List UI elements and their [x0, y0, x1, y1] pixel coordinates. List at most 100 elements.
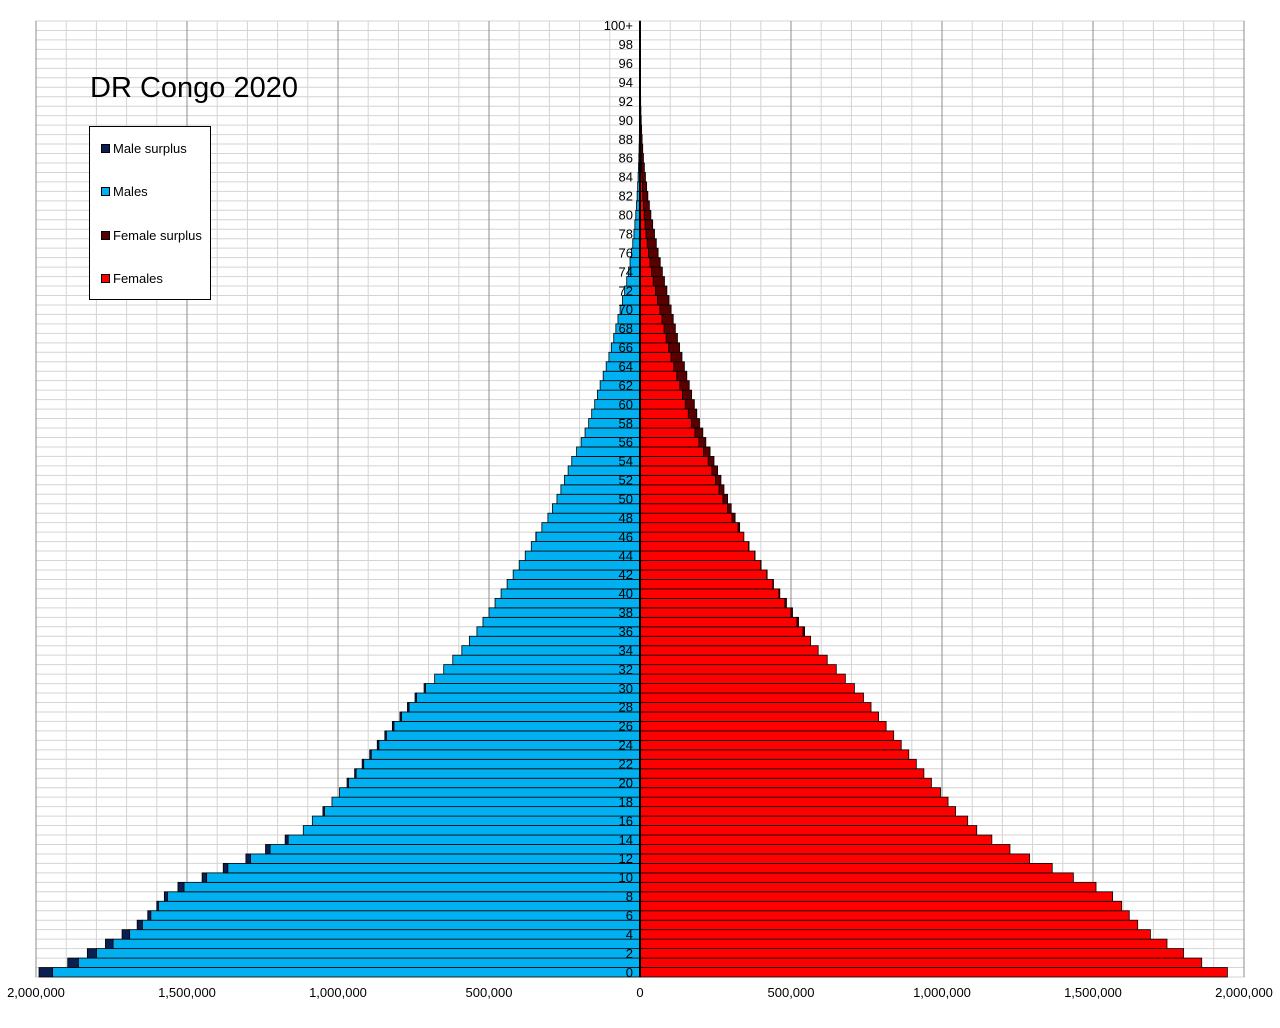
bar-male-age-9	[183, 881, 641, 893]
bar-female-age-65	[639, 351, 672, 363]
bar-male-surplus-age-26	[391, 721, 395, 732]
bar-female-age-8	[639, 891, 1114, 902]
bar-female-age-13	[639, 844, 1011, 855]
bar-male-age-15	[302, 825, 641, 836]
bar-female-age-62	[639, 380, 681, 391]
bar-female-age-70	[639, 304, 661, 315]
bar-female-surplus-age-38	[790, 607, 793, 618]
bar-female-surplus-age-40	[778, 588, 781, 599]
x-tick-label: 2,000,000	[1215, 985, 1273, 1000]
bar-female-age-46	[639, 531, 745, 542]
bar-female-surplus-age-62	[679, 380, 690, 391]
legend: Male surplus Males Female surplus Female…	[89, 126, 211, 300]
bar-female-age-31	[639, 673, 846, 684]
bar-female-age-34	[639, 645, 819, 656]
bar-male-surplus-age-7	[156, 900, 159, 912]
bar-female-age-5	[639, 919, 1139, 931]
bar-female-surplus-age-47	[737, 522, 741, 533]
age-tick-label: 78	[619, 226, 633, 241]
legend-item-male-surplus: Male surplus	[101, 141, 187, 156]
bar-female-age-14	[639, 834, 993, 845]
bar-male-age-31	[434, 673, 641, 684]
bar-female-age-24	[639, 739, 902, 751]
bar-female-age-49	[639, 503, 728, 514]
bar-male-surplus-age-30	[423, 683, 426, 694]
bar-male-age-8	[166, 891, 641, 902]
bar-female-surplus-age-75	[649, 257, 661, 268]
bar-male-surplus-age-10	[201, 872, 208, 883]
bar-female-surplus-age-51	[718, 484, 725, 495]
age-tick-label: 40	[619, 586, 633, 601]
x-tick-label: 1,000,000	[309, 985, 367, 1000]
age-tick-label: 46	[619, 529, 633, 544]
bar-female-age-44	[639, 550, 756, 561]
age-tick-label: 52	[619, 473, 633, 488]
bar-male-age-24	[378, 739, 641, 751]
bar-male-age-26	[393, 721, 641, 732]
age-tick-label: 30	[619, 681, 633, 696]
bar-female-age-22	[639, 758, 917, 770]
bar-female-age-53	[639, 465, 713, 476]
bar-female-surplus-age-66	[668, 342, 680, 353]
bar-male-age-21	[355, 768, 641, 779]
bar-male-age-14	[287, 834, 641, 845]
bar-female-age-54	[639, 456, 709, 467]
bar-female-age-11	[639, 863, 1053, 874]
bar-female-age-4	[639, 929, 1151, 940]
bar-female-age-77	[639, 238, 648, 249]
bar-male-surplus-age-6	[147, 910, 152, 921]
bar-male-surplus-age-11	[222, 863, 229, 874]
age-tick-label: 54	[619, 454, 633, 469]
bar-female-age-26	[639, 721, 887, 732]
age-tick-label: 4	[626, 927, 633, 942]
bar-male-age-19	[339, 787, 641, 798]
age-tick-label: 14	[619, 832, 633, 847]
bar-male-age-18	[331, 796, 641, 808]
bar-male-surplus-age-20	[346, 777, 349, 789]
age-tick-label: 60	[619, 397, 633, 412]
bar-male-surplus-age-5	[136, 919, 143, 931]
bar-male-age-10	[206, 872, 641, 883]
age-tick-label: 36	[619, 624, 633, 639]
bar-male-age-13	[269, 844, 641, 855]
bar-female-surplus-age-57	[694, 427, 704, 438]
bar-female-age-25	[639, 730, 895, 741]
age-tick-label: 96	[619, 56, 633, 71]
bar-female-age-27	[639, 711, 879, 722]
bar-female-age-48	[639, 512, 733, 524]
age-tick-label: 92	[619, 94, 633, 109]
bar-female-age-38	[639, 607, 792, 618]
age-tick-label: 66	[619, 340, 633, 355]
bar-male-surplus-age-8	[163, 891, 168, 902]
bar-female-surplus-age-37	[796, 616, 799, 628]
bar-male-age-35	[468, 635, 641, 647]
bar-female-age-60	[639, 399, 686, 410]
age-tick-label: 42	[619, 567, 633, 582]
bar-female-surplus-age-39	[784, 597, 787, 609]
age-tick-label: 0	[626, 965, 633, 980]
age-tick-label: 62	[619, 378, 633, 393]
bar-male-surplus-age-9	[177, 881, 185, 893]
bar-female-age-69	[639, 314, 663, 325]
bar-female-surplus-age-86	[640, 153, 644, 164]
bar-female-surplus-age-77	[646, 238, 657, 249]
bar-male-age-27	[401, 711, 641, 722]
age-tick-label: 50	[619, 492, 633, 507]
x-tick-label: 500,000	[768, 985, 815, 1000]
bar-female-surplus-age-41	[772, 579, 774, 590]
bar-male-age-32	[443, 664, 641, 675]
bar-female-surplus-age-54	[707, 456, 715, 467]
bar-male-surplus-age-21	[354, 768, 357, 779]
bar-male-age-28	[408, 702, 641, 713]
bar-male-surplus-age-25	[384, 730, 387, 741]
bar-female-surplus-age-53	[711, 465, 719, 476]
bar-female-surplus-age-81	[643, 200, 650, 211]
bar-male-age-29	[416, 692, 641, 703]
bar-female-surplus-age-74	[651, 266, 663, 277]
bar-male-age-4	[129, 929, 641, 940]
bar-female-surplus-age-76	[648, 247, 659, 259]
bar-male-age-34	[461, 645, 641, 656]
bar-male-age-17	[324, 806, 641, 817]
bar-female-age-64	[639, 361, 675, 372]
bar-female-age-16	[639, 815, 969, 826]
